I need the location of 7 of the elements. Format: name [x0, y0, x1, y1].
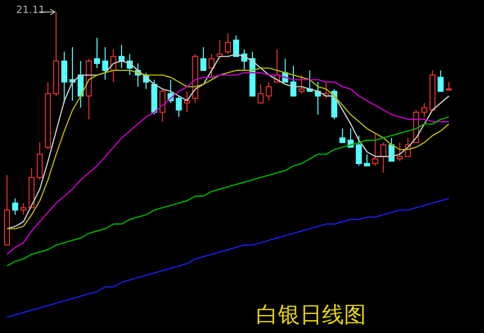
annotation: 21.11 [16, 5, 45, 16]
candlestick [61, 51, 68, 104]
candlestick [208, 54, 215, 78]
candlestick [110, 48, 116, 83]
candlestick [184, 90, 190, 113]
candlestick [102, 46, 108, 80]
text: 白银日线图 [256, 302, 366, 330]
